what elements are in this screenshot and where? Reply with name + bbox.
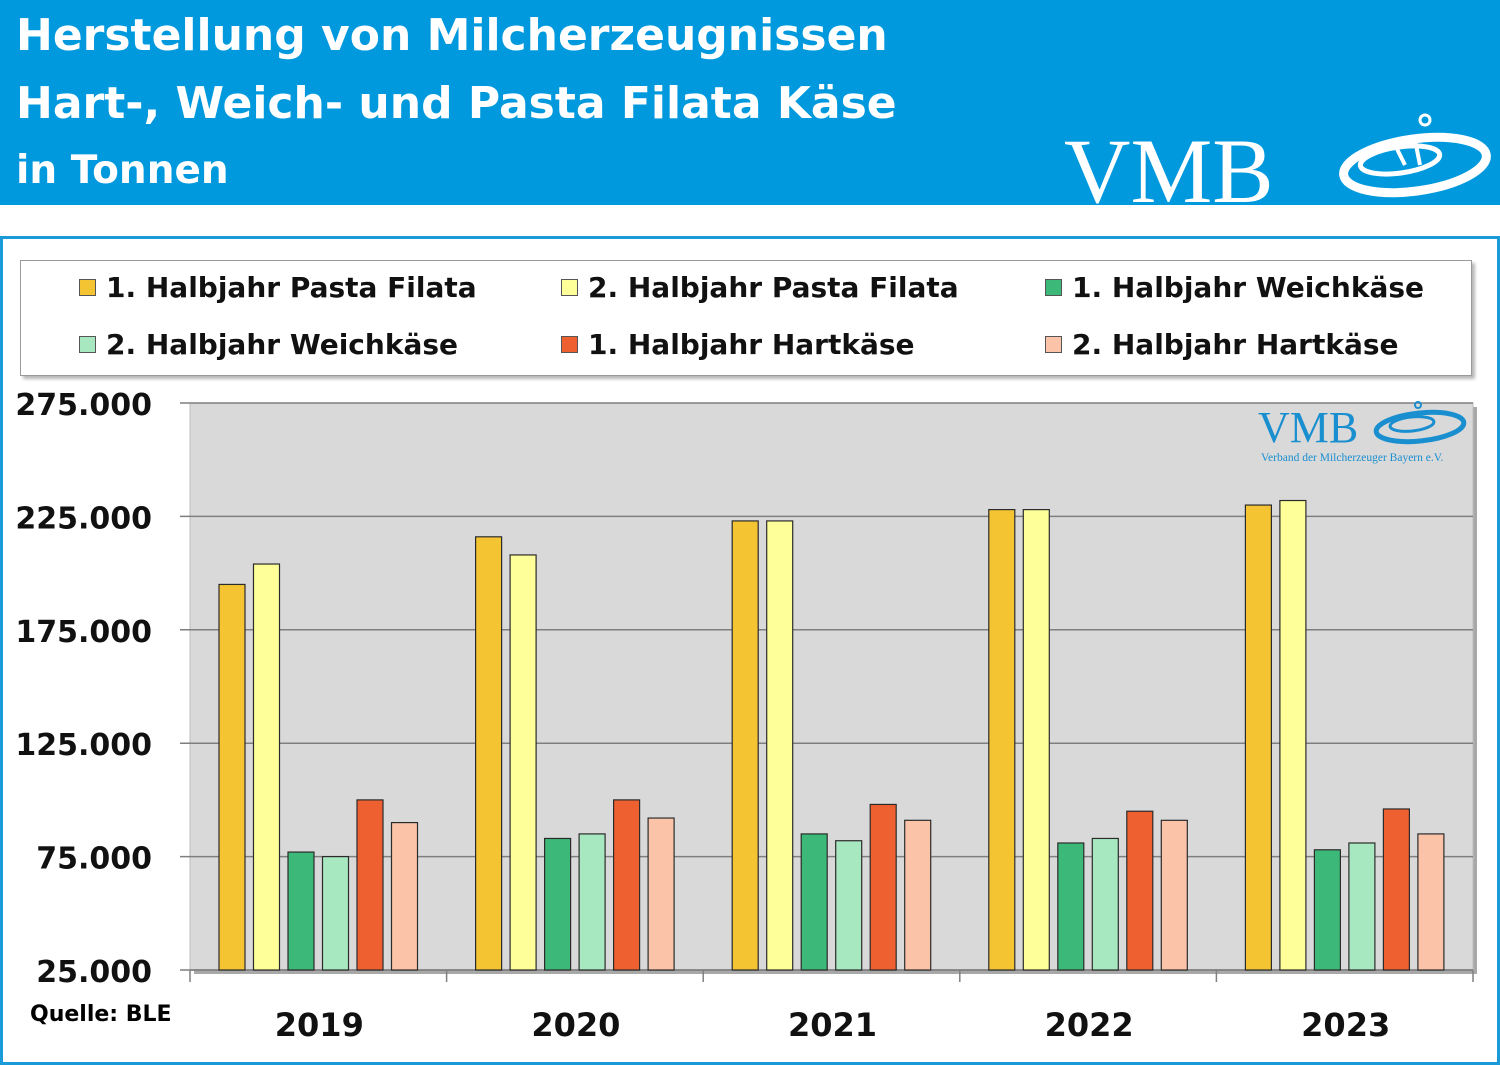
y-tick-label: 275.000	[15, 388, 152, 423]
bar	[1417, 833, 1445, 971]
bar	[766, 520, 794, 971]
y-tick-label: 125.000	[15, 728, 152, 763]
legend-swatch	[1045, 279, 1062, 296]
vmb-logo-small-swirl-icon	[1373, 401, 1467, 445]
legend-swatch	[1045, 336, 1062, 353]
bar	[1057, 842, 1085, 971]
chart-title: Herstellung von Milcherzeugnissen	[16, 10, 888, 61]
bar	[321, 855, 350, 971]
bar	[1126, 810, 1154, 971]
legend-item-weichkaese-h1: 1. Halbjahr Weichkäse	[1045, 271, 1424, 304]
y-tick-label: 25.000	[36, 955, 152, 990]
y-tick-label: 225.000	[15, 501, 152, 536]
x-tick-label: 2023	[1301, 1006, 1390, 1044]
vmb-logo-small-text: VMB	[1258, 403, 1358, 452]
vmb-logo-swirl-icon	[1339, 113, 1491, 198]
y-tick-label: 75.000	[36, 842, 152, 877]
bar	[1313, 849, 1342, 971]
legend-label: 1. Halbjahr Pasta Filata	[106, 271, 477, 304]
bar	[731, 520, 759, 971]
y-tick-label: 175.000	[15, 615, 152, 650]
header-banner: Herstellung von Milcherzeugnissen Hart-,…	[0, 0, 1500, 205]
bar	[475, 536, 503, 971]
bar	[869, 803, 897, 971]
bar	[800, 833, 828, 971]
chart-frame	[0, 236, 1500, 1065]
legend-label: 2. Halbjahr Weichkäse	[106, 328, 458, 361]
x-tick-label: 2019	[275, 1006, 364, 1044]
bar	[1244, 504, 1273, 971]
legend-item-pasta-filata-h1: 1. Halbjahr Pasta Filata	[79, 271, 477, 304]
bar	[1022, 508, 1050, 971]
vmb-logo-small-subtitle: Verband der Milcherzeuger Bayern e.V.	[1261, 452, 1444, 464]
chart-legend: 1. Halbjahr Pasta Filata 2. Halbjahr Pas…	[20, 260, 1472, 376]
unit-label: in Tonnen	[16, 148, 229, 193]
x-tick-label: 2021	[788, 1006, 877, 1044]
bar	[612, 799, 641, 971]
bar	[1091, 837, 1119, 971]
legend-item-pasta-filata-h2: 2. Halbjahr Pasta Filata	[561, 271, 959, 304]
legend-item-hartkaese-h1: 1. Halbjahr Hartkäse	[561, 328, 915, 361]
legend-swatch	[79, 336, 96, 353]
x-tick-label: 2020	[531, 1006, 620, 1044]
bar	[578, 833, 606, 971]
legend-label: 1. Halbjahr Hartkäse	[588, 328, 915, 361]
legend-swatch	[561, 336, 578, 353]
chart-subtitle: Hart-, Weich- und Pasta Filata Käse	[16, 78, 897, 129]
bar	[835, 840, 863, 971]
source-note: Quelle: BLE	[30, 1002, 172, 1027]
bar	[390, 821, 419, 971]
bar	[1279, 499, 1307, 971]
bar	[509, 554, 537, 971]
legend-label: 1. Halbjahr Weichkäse	[1072, 271, 1424, 304]
bar	[252, 563, 281, 971]
legend-swatch	[561, 279, 578, 296]
legend-swatch	[79, 279, 96, 296]
legend-label: 2. Halbjahr Pasta Filata	[588, 271, 959, 304]
vmb-logo: VMB	[1064, 113, 1491, 205]
legend-label: 2. Halbjahr Hartkäse	[1072, 328, 1399, 361]
legend-item-hartkaese-h2: 2. Halbjahr Hartkäse	[1045, 328, 1399, 361]
bar	[1382, 808, 1411, 971]
bar	[543, 837, 572, 971]
bar	[218, 583, 246, 971]
bar	[1160, 819, 1188, 971]
x-tick-label: 2022	[1045, 1006, 1134, 1044]
vmb-logo-text: VMB	[1064, 120, 1274, 205]
legend-item-weichkaese-h2: 2. Halbjahr Weichkäse	[79, 328, 458, 361]
bar	[287, 851, 315, 971]
bar	[647, 817, 675, 971]
bar	[1348, 842, 1376, 971]
bar	[904, 819, 932, 971]
bar	[356, 799, 384, 971]
bar	[988, 508, 1016, 971]
